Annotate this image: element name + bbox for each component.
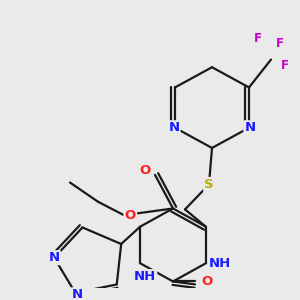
Text: O: O — [140, 164, 151, 178]
Text: S: S — [204, 178, 214, 191]
Text: O: O — [201, 275, 213, 288]
Text: F: F — [276, 37, 284, 50]
Text: N: N — [244, 121, 256, 134]
Text: NH: NH — [134, 270, 156, 283]
Text: F: F — [254, 32, 262, 45]
Text: N: N — [72, 288, 83, 300]
Text: N: N — [49, 251, 60, 264]
Text: NH: NH — [209, 257, 231, 270]
Text: N: N — [168, 121, 180, 134]
Text: O: O — [124, 209, 136, 222]
Text: F: F — [281, 59, 289, 72]
